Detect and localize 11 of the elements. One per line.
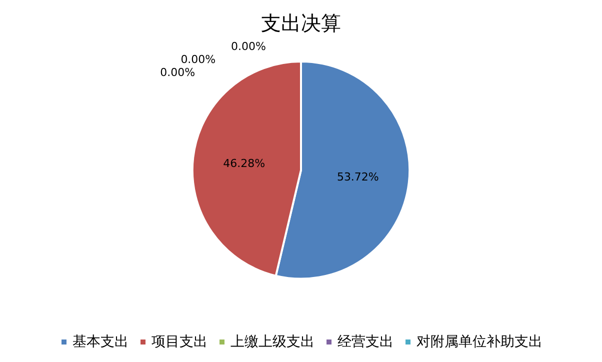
- legend-label: 经营支出: [338, 334, 394, 350]
- text: 0.00%: [180, 53, 216, 66]
- legend-label: 项目支出: [152, 334, 208, 350]
- data-label: 46.28%: [223, 156, 266, 170]
- text: 0.00%: [231, 40, 266, 54]
- legend-label: 对附属单位补助支出: [416, 334, 542, 350]
- legend-label: 上缴上级支出: [230, 334, 314, 350]
- data-label: 53.72%: [336, 170, 379, 184]
- text: 0.00%: [160, 66, 196, 80]
- legend-label: 基本支出: [72, 334, 128, 350]
- chart-title: 支出决算: [261, 11, 341, 35]
